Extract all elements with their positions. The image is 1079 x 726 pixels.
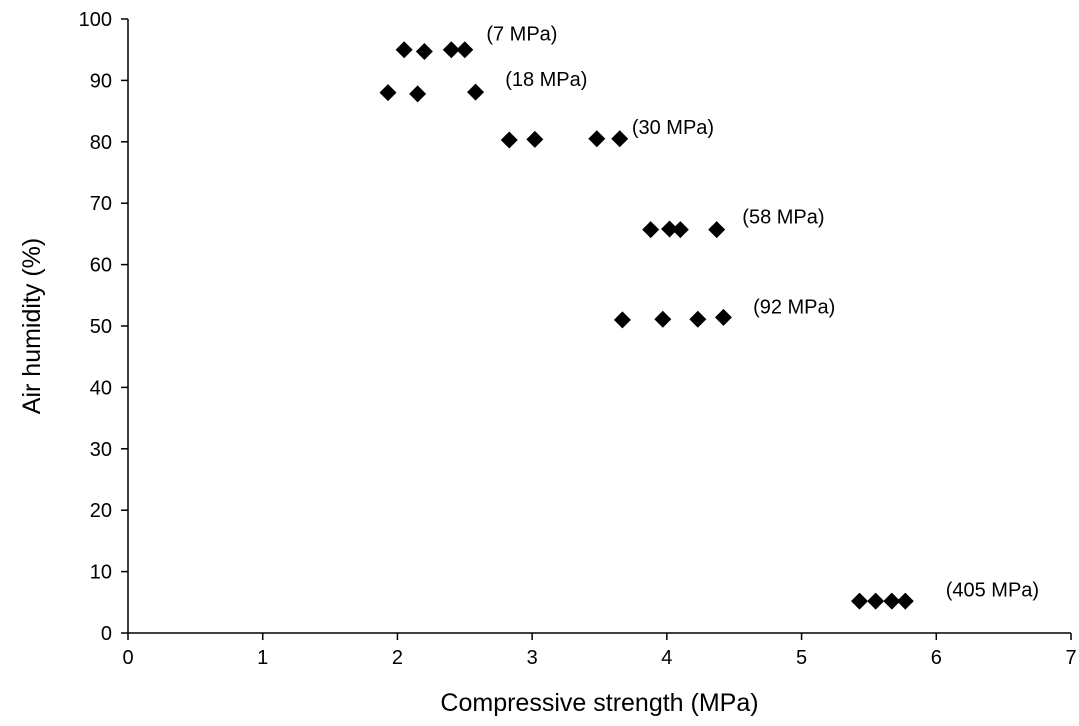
data-point <box>896 592 914 610</box>
x-tick-label: 5 <box>796 647 807 669</box>
data-point <box>714 308 732 326</box>
data-point <box>456 41 474 59</box>
y-axis-title: Air humidity (%) <box>18 238 46 414</box>
annotation-label: (7 MPa) <box>486 24 557 46</box>
y-tick-label: 20 <box>90 500 112 522</box>
data-point <box>467 83 485 101</box>
data-point <box>415 43 433 61</box>
y-tick-label: 50 <box>90 316 112 338</box>
x-axis-title: Compressive strength (MPa) <box>440 689 758 717</box>
data-point <box>379 84 397 102</box>
data-point <box>500 131 518 149</box>
data-point <box>611 130 629 148</box>
x-tick-label: 0 <box>122 647 133 669</box>
x-tick-label: 7 <box>1065 647 1076 669</box>
data-point <box>850 592 868 610</box>
annotation-label: (18 MPa) <box>505 69 587 91</box>
data-point <box>883 592 901 610</box>
data-point <box>409 85 427 103</box>
x-tick-label: 1 <box>257 647 268 669</box>
y-tick-label: 80 <box>90 132 112 154</box>
y-tick-label: 10 <box>90 562 112 584</box>
data-point <box>654 310 672 328</box>
y-tick-label: 60 <box>90 255 112 277</box>
x-axis-ticks: 0 1 2 3 4 5 6 7 <box>122 633 1077 669</box>
data-point <box>442 41 460 59</box>
data-point <box>867 592 885 610</box>
data-points <box>379 41 914 610</box>
annotation-label: (405 MPa) <box>946 579 1039 601</box>
point-annotations: (7 MPa) (18 MPa) (30 MPa) (58 MPa) (92 MPa) (… <box>486 24 1039 602</box>
data-point <box>613 311 631 329</box>
data-point <box>588 130 606 148</box>
y-tick-label: 40 <box>90 377 112 399</box>
y-tick-label: 90 <box>90 70 112 92</box>
annotation-label: (58 MPa) <box>742 207 824 229</box>
y-tick-label: 100 <box>79 9 112 31</box>
data-point <box>689 310 707 328</box>
data-point <box>526 130 544 148</box>
data-point <box>395 41 413 59</box>
y-axis-ticks: 0 10 20 30 40 50 60 70 80 90 100 <box>79 9 128 645</box>
x-tick-label: 6 <box>931 647 942 669</box>
x-tick-label: 2 <box>392 647 403 669</box>
y-tick-label: 0 <box>101 623 112 645</box>
y-tick-label: 70 <box>90 193 112 215</box>
y-tick-label: 30 <box>90 439 112 461</box>
annotation-label: (92 MPa) <box>753 296 835 318</box>
data-point <box>642 221 660 239</box>
annotation-label: (30 MPa) <box>632 117 714 139</box>
data-point <box>708 221 726 239</box>
x-tick-label: 4 <box>661 647 672 669</box>
x-tick-label: 3 <box>527 647 538 669</box>
data-point <box>671 221 689 239</box>
data-point <box>661 220 679 238</box>
